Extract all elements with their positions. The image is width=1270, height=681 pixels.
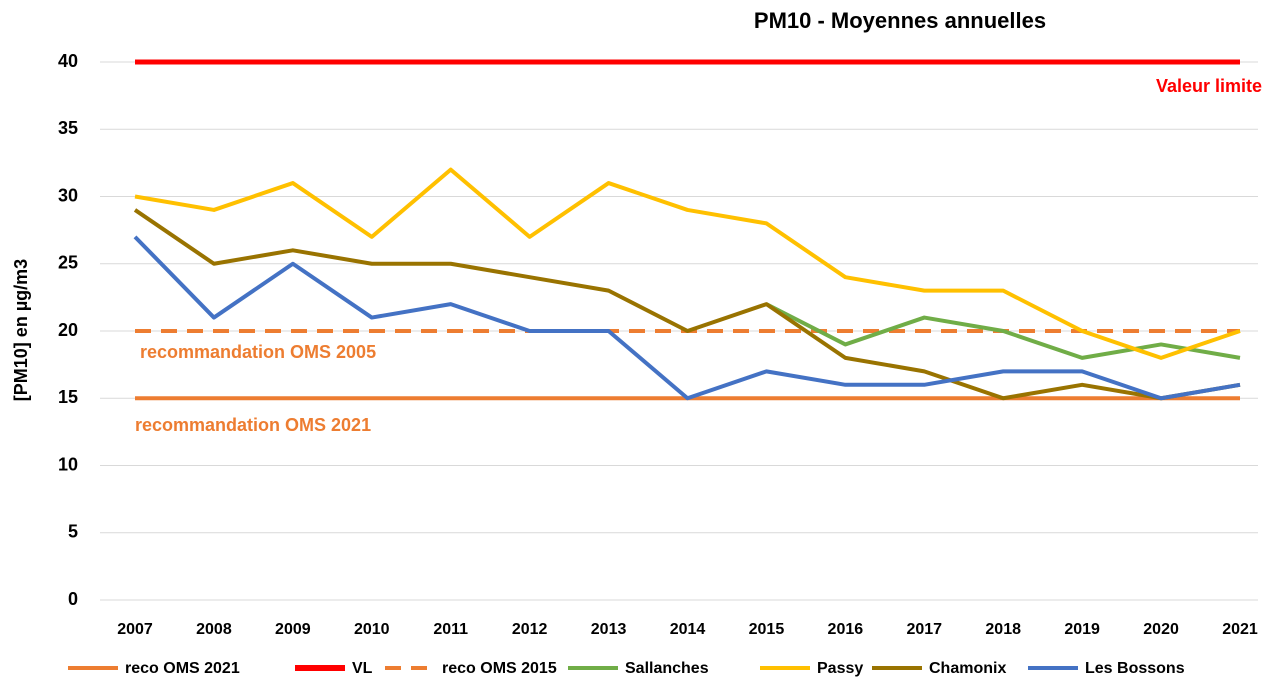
- x-tick-label: 2009: [275, 621, 311, 638]
- legend-label: VL: [352, 660, 373, 677]
- annotation: recommandation OMS 2021: [135, 415, 371, 435]
- series-line: [134, 167, 1241, 360]
- y-tick-label: 15: [58, 387, 78, 407]
- annotation: recommandation OMS 2005: [140, 342, 376, 362]
- x-tick-label: 2007: [117, 621, 153, 638]
- y-tick-label: 30: [58, 185, 78, 205]
- x-tick-label: 2017: [906, 621, 942, 638]
- x-tick-label: 2008: [196, 621, 232, 638]
- x-tick-label: 2021: [1222, 621, 1258, 638]
- y-tick-label: 35: [58, 118, 78, 138]
- x-tick-label: 2012: [512, 621, 548, 638]
- x-tick-label: 2014: [670, 621, 706, 638]
- chart-title: PM10 - Moyennes annuelles: [754, 8, 1046, 33]
- x-tick-label: 2019: [1064, 621, 1100, 638]
- annotation: Valeur limite: [1156, 76, 1262, 96]
- y-tick-label: 20: [58, 320, 78, 340]
- y-tick-label: 0: [68, 589, 78, 609]
- x-tick-label: 2011: [433, 621, 468, 638]
- legend-label: reco OMS 2015: [442, 660, 557, 677]
- series-line: [133, 208, 1241, 401]
- legend-label: Les Bossons: [1085, 660, 1185, 677]
- x-tick-label: 2010: [354, 621, 390, 638]
- series-line: [133, 235, 1241, 401]
- legend-label: Sallanches: [625, 660, 709, 677]
- y-tick-label: 5: [68, 522, 78, 542]
- legend-label: Passy: [817, 660, 863, 677]
- x-tick-label: 2013: [591, 621, 627, 638]
- y-tick-label: 40: [58, 51, 78, 71]
- x-tick-label: 2020: [1143, 621, 1179, 638]
- legend-label: reco OMS 2021: [125, 660, 240, 677]
- x-tick-label: 2015: [749, 621, 785, 638]
- y-axis-label: [PM10] en µg/m3: [11, 259, 31, 401]
- y-tick-label: 25: [58, 253, 78, 273]
- x-tick-label: 2016: [828, 621, 864, 638]
- legend-label: Chamonix: [929, 660, 1006, 677]
- series-line: [765, 302, 1241, 360]
- y-tick-label: 10: [58, 454, 78, 474]
- x-tick-label: 2018: [985, 621, 1021, 638]
